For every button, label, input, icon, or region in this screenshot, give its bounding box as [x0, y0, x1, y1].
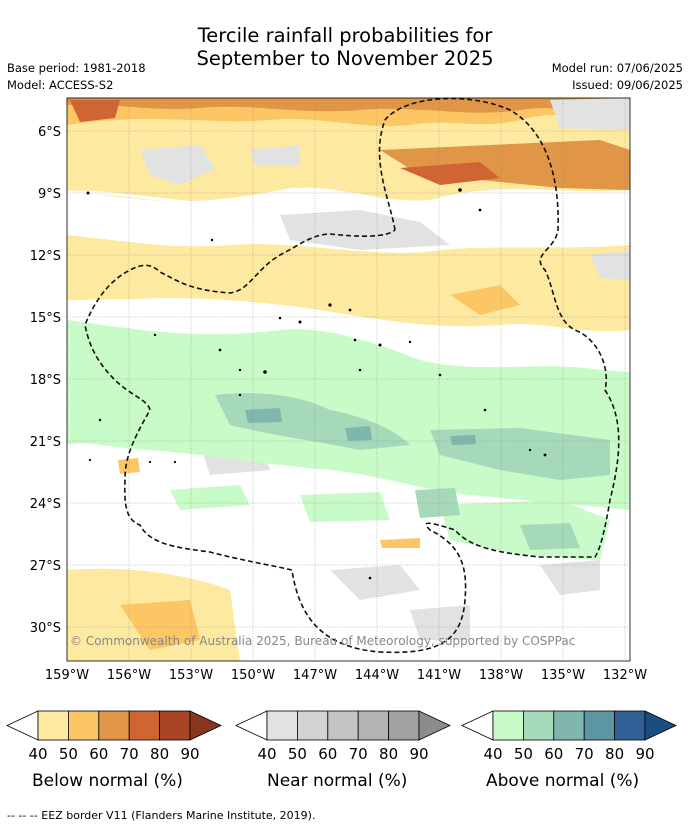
longitude-labels: 159°W 156°W 153°W 150°W 147°W 144°W 141°W 138°W…	[45, 668, 647, 683]
legend-label-below: Below normal (%)	[32, 771, 183, 791]
lat-label: 21°S	[30, 435, 61, 450]
legend-tick-label: 60	[89, 745, 109, 763]
legend-label-above: Above normal (%)	[486, 771, 640, 791]
legend-tick-label: 80	[605, 745, 625, 763]
lat-label: 15°S	[30, 311, 61, 326]
map-title: Tercile rainfall probabilities for Septe…	[0, 24, 690, 70]
title-line-1: Tercile rainfall probabilities for	[197, 24, 493, 47]
legend-tick-label: 40	[483, 745, 503, 763]
lon-label: 135°W	[541, 668, 585, 683]
legend-tick-label: 80	[379, 745, 399, 763]
lon-label: 156°W	[107, 668, 151, 683]
eez-footnote: -- -- -- EEZ border V11 (Flanders Marine…	[7, 809, 316, 822]
legend-tick-label: 80	[150, 745, 170, 763]
lon-label: 153°W	[169, 668, 213, 683]
legend-arrow-high	[189, 710, 222, 741]
legend-swatch	[327, 710, 359, 741]
lon-label: 150°W	[231, 668, 275, 683]
legend-bars	[6, 710, 677, 741]
base-period: Base period: 1981-2018	[7, 61, 146, 75]
meta-left: Base period: 1981-2018 Model: ACCESS-S2	[7, 60, 146, 94]
lat-label: 12°S	[30, 249, 61, 264]
legend-swatch	[296, 710, 329, 741]
map-frame	[66, 97, 631, 662]
eez-border	[84, 97, 620, 654]
legend-tick-label: 90	[409, 745, 429, 763]
legend-tick-label: 40	[28, 745, 48, 763]
legend-swatch	[492, 710, 524, 741]
lat-label: 9°S	[38, 187, 61, 202]
model-run: Model run: 07/06/2025	[551, 61, 683, 75]
lon-label: 147°W	[293, 668, 337, 683]
legend-tick-label: 70	[348, 745, 368, 763]
meta-right: Model run: 07/06/2025 Issued: 09/06/2025	[552, 60, 683, 94]
legend-swatch	[98, 710, 130, 741]
legend-arrow-low	[461, 710, 494, 741]
legend-swatch	[266, 710, 298, 741]
model-name: Model: ACCESS-S2	[7, 78, 114, 92]
legend-tick-label: 90	[635, 745, 655, 763]
legend-swatch	[614, 710, 646, 741]
legend-swatch	[388, 710, 420, 741]
map-fields	[67, 98, 630, 661]
legend-arrow-high	[644, 710, 677, 741]
legend-swatch	[68, 710, 100, 741]
legend-tick-label: 50	[513, 745, 533, 763]
lat-label: 27°S	[30, 559, 61, 574]
lon-label: 144°W	[355, 668, 399, 683]
legend-swatch	[37, 710, 69, 741]
legend-tick-label: 70	[119, 745, 139, 763]
legend-tick-label: 90	[180, 745, 200, 763]
islands	[86, 188, 547, 580]
legend-tick-label: 60	[544, 745, 564, 763]
legend-arrow-low	[6, 710, 39, 741]
latitude-labels: 6°S 9°S 12°S 15°S 18°S 21°S 24°S 27°S 30°S	[30, 125, 61, 636]
lon-label: 138°W	[479, 668, 523, 683]
issued-date: Issued: 09/06/2025	[572, 78, 683, 92]
lat-label: 30°S	[30, 621, 61, 636]
legend-tick-label: 40	[257, 745, 277, 763]
legend-label-near: Near normal (%)	[267, 771, 408, 791]
lat-label: 24°S	[30, 497, 61, 512]
legend-tick-label: 50	[58, 745, 78, 763]
lon-label: 132°W	[603, 668, 647, 683]
lat-label: 6°S	[38, 125, 61, 140]
lon-label: 141°W	[417, 668, 461, 683]
lat-label: 18°S	[30, 373, 61, 388]
legend-tick-label: 70	[574, 745, 594, 763]
legend-swatch	[357, 710, 390, 741]
lon-label: 159°W	[45, 668, 89, 683]
title-line-2: September to November 2025	[196, 47, 494, 70]
legend-tick-label: 50	[287, 745, 307, 763]
legend-arrow-high	[418, 710, 451, 741]
legend-tick-label: 60	[318, 745, 338, 763]
legend-swatch	[128, 710, 160, 741]
copyright-notice: © Commonwealth of Australia 2025, Bureau…	[70, 634, 576, 648]
legend-swatch	[583, 710, 616, 741]
legend-swatch	[523, 710, 555, 741]
legend-swatch	[159, 710, 191, 741]
legend-arrow-low	[235, 710, 268, 741]
legend-swatch	[553, 710, 585, 741]
